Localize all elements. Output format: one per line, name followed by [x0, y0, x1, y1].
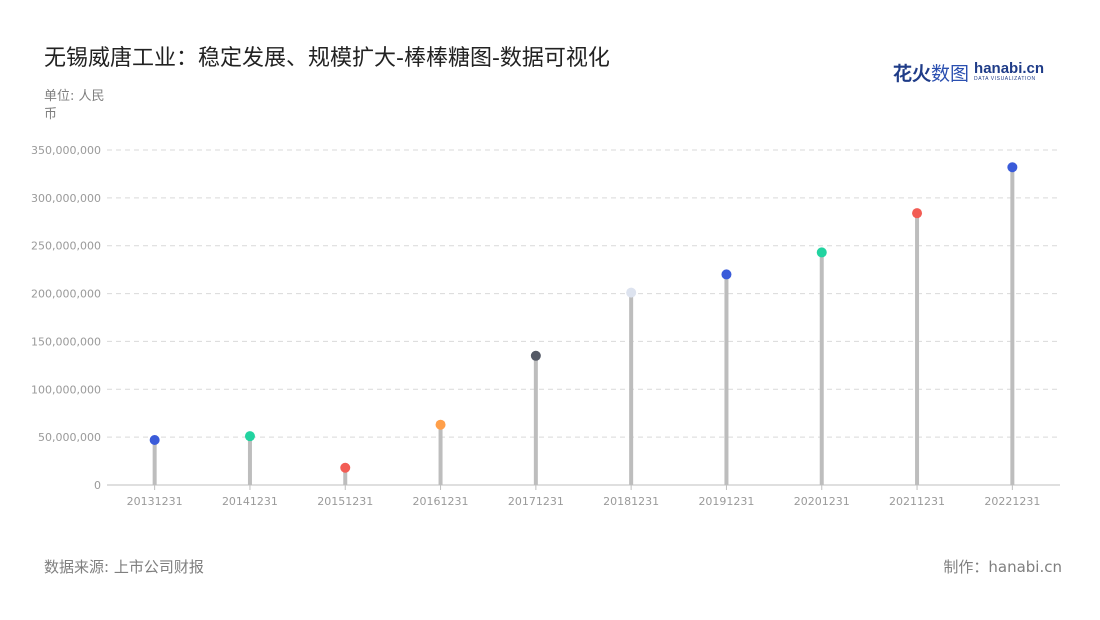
lollipop-dot [530, 350, 541, 361]
lollipop-dot [626, 287, 637, 298]
lollipop-dot [435, 419, 446, 430]
logo-cn-bold: 花火 [893, 62, 932, 85]
logo-sub: DATA VISUALIZATION [974, 75, 1036, 82]
x-tick-label: 20171231 [508, 495, 564, 508]
x-tick-label: 20161231 [413, 495, 469, 508]
x-tick-label: 20131231 [127, 495, 183, 508]
y-tick-label: 350,000,000 [31, 144, 101, 157]
logo-cn-light: 数图 [931, 62, 970, 85]
lollipop-dot [340, 462, 351, 473]
brand-logo: 花火数图 hanabi.cn DATA VISUALIZATION [893, 58, 1044, 86]
y-tick-label: 250,000,000 [31, 240, 101, 253]
x-tick-label: 20151231 [317, 495, 373, 508]
y-tick-label: 200,000,000 [31, 288, 101, 301]
lollipop-dot [721, 269, 732, 280]
x-tick-label: 20181231 [603, 495, 659, 508]
logo-en: hanabi.cn [974, 59, 1045, 77]
y-tick-label: 50,000,000 [38, 431, 101, 444]
credit: 制作：hanabi.cn [943, 558, 1062, 576]
lollipop-dot [149, 435, 160, 446]
lollipop-dot [912, 208, 923, 219]
lollipop-dot [816, 247, 827, 258]
y-tick-label: 100,000,000 [31, 383, 101, 396]
chart-title: 无锡威唐工业：稳定发展、规模扩大-棒棒糖图-数据可视化 [44, 46, 610, 71]
y-tick-label: 300,000,000 [31, 192, 101, 205]
data-source: 数据来源: 上市公司财报 [44, 558, 204, 576]
unit-label: 单位: 人民币 [44, 89, 105, 122]
y-tick-label: 150,000,000 [31, 335, 101, 348]
x-tick-label: 20141231 [222, 495, 278, 508]
x-tick-label: 20221231 [984, 495, 1040, 508]
x-tick-label: 20201231 [794, 495, 850, 508]
logo-cn: 花火数图 [893, 59, 969, 86]
lollipop-dot [1007, 162, 1018, 173]
y-tick-label: 0 [94, 479, 101, 492]
lollipop-dot [244, 431, 255, 442]
x-tick-label: 20211231 [889, 495, 945, 508]
x-tick-label: 20191231 [698, 495, 754, 508]
